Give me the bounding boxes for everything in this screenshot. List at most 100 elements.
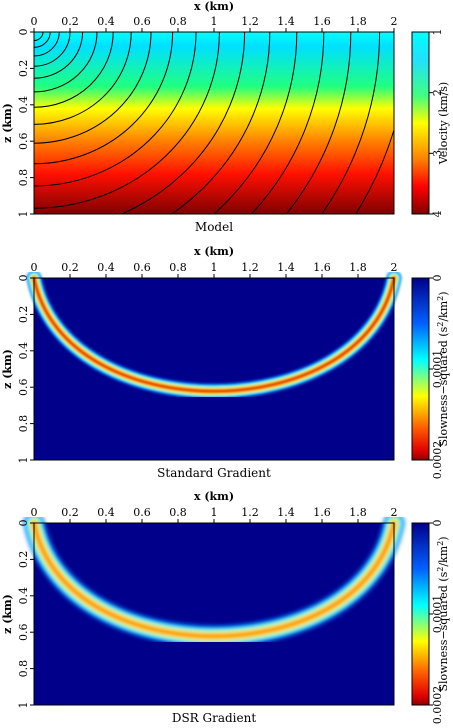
x-tick-label: 0.4 xyxy=(97,15,115,28)
x-tick-label: 2 xyxy=(391,15,398,28)
x-tick-label: 1 xyxy=(211,506,218,519)
x-tick-label: 0.6 xyxy=(133,261,151,274)
dsr-colorbar xyxy=(412,523,429,705)
x-tick-label: 2 xyxy=(391,261,398,274)
x-tick-label: 0 xyxy=(31,506,38,519)
dsr-xlabel: x (km) xyxy=(194,490,234,503)
dsr-colorbar-label: Slowness−squared (s2/km2) xyxy=(436,536,450,691)
y-tick-label: 0.2 xyxy=(17,306,30,324)
standard-y-ticks: 0 0.2 0.4 0.6 0.8 1 xyxy=(17,275,34,464)
model-x-ticks: 0 0.2 0.4 0.6 0.8 1 1.2 1.4 1.6 1.8 2 xyxy=(31,15,398,32)
x-tick-label: 1.6 xyxy=(313,506,331,519)
standard-gradient-band xyxy=(26,270,402,399)
y-tick-label: 0.4 xyxy=(17,342,30,360)
x-tick-label: 0.8 xyxy=(169,15,187,28)
standard-title: Standard Gradient xyxy=(157,466,271,480)
x-tick-label: 0.4 xyxy=(97,261,115,274)
y-tick-label: 0.6 xyxy=(17,378,30,396)
y-tick-label: 0 xyxy=(17,275,30,282)
colorbar-tick-label: 0.0002 xyxy=(431,441,444,480)
model-frame xyxy=(33,31,395,215)
y-tick-label: 0.2 xyxy=(17,551,30,569)
model-xlabel: x (km) xyxy=(194,0,234,13)
colorbar-tick-label: 1 xyxy=(431,29,444,36)
x-tick-label: 1.4 xyxy=(277,261,295,274)
x-tick-label: 1.4 xyxy=(277,506,295,519)
model-panel: x (km) 0 0.2 0.4 0.6 0.8 1 1.2 1.4 1.6 1.8 2 00.20… xyxy=(1,0,450,234)
x-tick-label: 0.4 xyxy=(97,506,115,519)
standard-colorbar-ticks: 0 0.0001 0.0002 xyxy=(429,275,444,480)
x-tick-label: 0.2 xyxy=(61,261,79,274)
y-tick-label: 0.8 xyxy=(17,415,30,433)
x-tick-label: 0 xyxy=(31,15,38,28)
y-tick-label: 0.6 xyxy=(17,132,30,150)
velocity-colorbar-frame xyxy=(411,31,430,215)
x-tick-label: 1.6 xyxy=(313,15,331,28)
colorbar-tick-label: 0.0002 xyxy=(431,686,444,725)
y-tick-label: 0.4 xyxy=(17,587,30,605)
dsr-background xyxy=(34,523,394,705)
dsr-y-ticks: 0 0.2 0.4 0.6 0.8 1 xyxy=(17,520,34,709)
dsr-colorbar-ticks: 0 0.0001 0.0002 xyxy=(429,520,444,725)
dsr-title: DSR Gradient xyxy=(172,711,257,725)
dsr-gradient-panel: x (km) 0 0.2 0.4 0.6 0.8 1 1.2 1.4 1.6 1.8 2 00.20… xyxy=(1,490,450,725)
standard-colorbar xyxy=(412,278,429,460)
standard-frame xyxy=(33,277,395,461)
x-tick-label: 1.8 xyxy=(349,15,367,28)
x-tick-label: 0 xyxy=(31,261,38,274)
colorbar-tick-label: 0 xyxy=(431,520,444,527)
x-tick-label: 1.2 xyxy=(241,506,259,519)
x-tick-label: 0.8 xyxy=(169,506,187,519)
standard-colorbar-label: Slowness−squared (s2/km2) xyxy=(436,291,450,446)
model-title: Model xyxy=(195,220,233,234)
y-tick-label: 0 xyxy=(17,29,30,36)
x-tick-label: 0.6 xyxy=(133,15,151,28)
colorbar-tick-label: 0.0001 xyxy=(431,595,444,634)
x-tick-label: 1.2 xyxy=(241,261,259,274)
gradient-band-stroke xyxy=(31,520,397,639)
model-ylabel: z (km) xyxy=(1,103,14,143)
standard-background xyxy=(34,278,394,460)
x-tick-label: 1.8 xyxy=(349,506,367,519)
x-tick-label: 0.8 xyxy=(169,261,187,274)
dsr-ylabel: z (km) xyxy=(1,594,14,634)
y-tick-label: 0.6 xyxy=(17,623,30,641)
y-tick-label: 0.8 xyxy=(17,169,30,187)
colorbar-tick-label: 0 xyxy=(431,275,444,282)
x-tick-label: 0.6 xyxy=(133,506,151,519)
model-velocity-field xyxy=(34,32,394,214)
standard-xlabel: x (km) xyxy=(194,245,234,258)
x-tick-label: 1 xyxy=(211,261,218,274)
y-tick-label: 0 xyxy=(17,520,30,527)
velocity-colorbar-ticks: 1 2 3 4 xyxy=(429,29,444,218)
model-y-ticks: 0 0.2 0.4 0.6 0.8 1 xyxy=(17,29,34,218)
standard-ylabel: z (km) xyxy=(1,349,14,389)
dsr-frame xyxy=(33,522,395,706)
colorbar-tick-label: 4 xyxy=(431,211,444,218)
x-tick-label: 0.2 xyxy=(61,506,79,519)
colorbar-tick-label: 0.0001 xyxy=(431,350,444,389)
dsr-x-ticks: 0 0.2 0.4 0.6 0.8 1 1.2 1.4 1.6 1.8 2 xyxy=(31,506,398,523)
y-tick-label: 1 xyxy=(17,457,30,464)
standard-x-ticks: 0 0.2 0.4 0.6 0.8 1 1.2 1.4 1.6 1.8 2 xyxy=(31,261,398,278)
gradient-band-stroke xyxy=(32,276,396,393)
dsr-gradient-band xyxy=(23,512,405,647)
y-tick-label: 0.2 xyxy=(17,60,30,78)
y-tick-label: 1 xyxy=(17,702,30,709)
y-tick-label: 0.4 xyxy=(17,96,30,114)
standard-gradient-panel: x (km) 0 0.2 0.4 0.6 0.8 1 1.2 1.4 1.6 1.8 2 00.20… xyxy=(1,245,450,480)
colorbar-tick-label: 3 xyxy=(431,150,444,157)
x-tick-label: 1.2 xyxy=(241,15,259,28)
velocity-colorbar-label: Velocity (km/s) xyxy=(437,82,450,165)
colorbar-tick-label: 2 xyxy=(431,89,444,96)
x-tick-label: 1.4 xyxy=(277,15,295,28)
y-tick-label: 1 xyxy=(17,211,30,218)
x-tick-label: 1.8 xyxy=(349,261,367,274)
velocity-colorbar xyxy=(412,32,429,214)
x-tick-label: 2 xyxy=(391,506,398,519)
y-tick-label: 0.8 xyxy=(17,660,30,678)
x-tick-label: 0.2 xyxy=(61,15,79,28)
x-tick-label: 1.6 xyxy=(313,261,331,274)
x-tick-label: 1 xyxy=(211,15,218,28)
